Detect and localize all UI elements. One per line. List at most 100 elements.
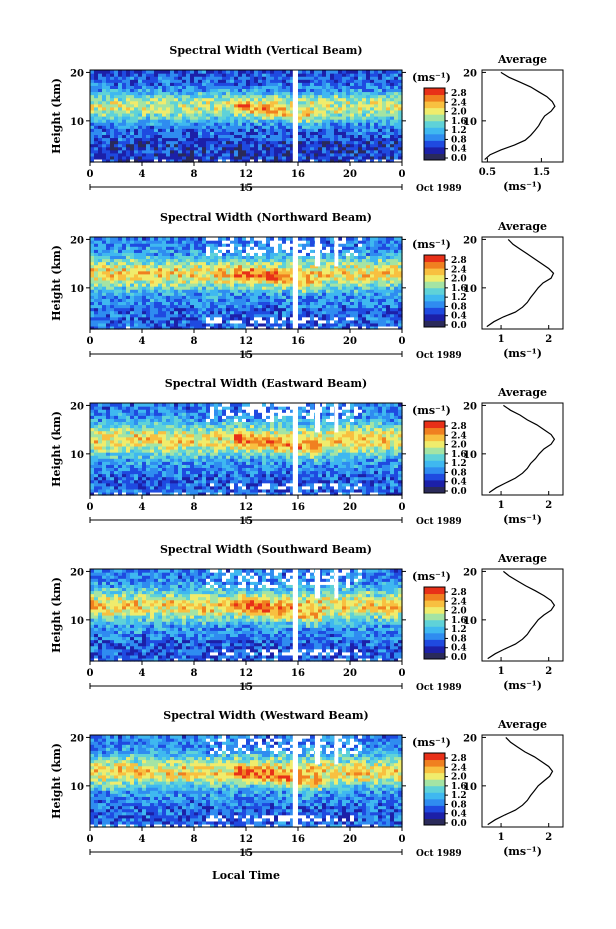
heatmap-cell (362, 273, 367, 278)
heatmap-cell (378, 307, 383, 312)
panel-2: Spectral Width (Eastward Beam)2010Height… (50, 377, 564, 527)
heatmap-cell (270, 149, 275, 154)
heatmap-cell (330, 292, 335, 296)
heatmap-cell (198, 304, 203, 309)
heatmap-cell (194, 286, 199, 290)
heatmap-cell (182, 325, 187, 330)
heatmap-cell (142, 158, 147, 163)
heatmap-cell (114, 267, 119, 272)
heatmap-cell (134, 100, 139, 105)
heatmap-cell (278, 292, 283, 296)
heatmap-cell (114, 91, 119, 96)
heatmap-cell (326, 295, 331, 299)
heatmap-cell (378, 103, 383, 108)
heatmap-cell (318, 292, 323, 296)
heatmap-cell (194, 237, 199, 241)
heatmap-cell (126, 85, 131, 89)
heatmap-cell (174, 134, 179, 139)
heatmap-cell (346, 119, 351, 123)
heatmap-cell (190, 73, 195, 77)
heatmap-cell (122, 292, 127, 296)
heatmap-cell (246, 146, 251, 151)
heatmap-cell (366, 85, 371, 89)
heatmap-cell (154, 149, 159, 154)
heatmap-cell (114, 109, 119, 114)
heatmap-cell (174, 112, 179, 117)
heatmap-cell (238, 237, 243, 241)
heatmap-cell (90, 249, 95, 253)
heatmap-cell (342, 237, 347, 241)
heatmap-cell (114, 252, 119, 256)
heatmap-cell (390, 149, 395, 154)
heatmap-cell (106, 310, 111, 315)
heatmap-cell (150, 85, 155, 89)
heatmap-cell (106, 119, 111, 123)
heatmap-cell (354, 91, 359, 96)
heatmap-cell (298, 316, 303, 321)
heatmap-cell (134, 286, 139, 290)
heatmap-cell (98, 485, 103, 490)
heatmap-cell (206, 325, 211, 330)
heatmap-cell (118, 310, 123, 315)
heatmap-cell (238, 249, 243, 253)
heatmap-cell (186, 103, 191, 108)
heatmap-cell (114, 240, 119, 244)
heatmap-cell (254, 94, 259, 99)
heatmap-cell (222, 255, 227, 260)
heatmap-cell (126, 94, 131, 99)
heatmap-cell (370, 131, 375, 135)
heatmap-cell (278, 152, 283, 157)
heatmap-cell (290, 255, 295, 260)
heatmap-cell (266, 76, 271, 80)
heatmap-cell (394, 249, 399, 253)
heatmap-cell (162, 158, 167, 163)
heatmap-cell (106, 307, 111, 312)
heatmap-cell (314, 267, 319, 272)
heatmap-cell (134, 79, 139, 83)
heatmap-cell (274, 143, 279, 148)
heatmap-cell (282, 292, 287, 296)
heatmap-cell (150, 125, 155, 129)
heatmap-cell (290, 313, 295, 318)
heatmap-cell (286, 310, 291, 315)
heatmap-cell (194, 273, 199, 278)
heatmap-cell (194, 140, 199, 145)
heatmap-cell (370, 122, 375, 126)
heatmap-cell (138, 100, 143, 105)
heatmap-cell (94, 406, 99, 410)
heatmap-cell (166, 289, 171, 293)
heatmap-cell (382, 106, 387, 111)
heatmap-cell (202, 279, 207, 284)
heatmap-cell (354, 261, 359, 266)
heatmap-cell (398, 307, 403, 312)
heatmap-cell (370, 128, 375, 132)
heatmap-cell (282, 79, 287, 83)
heatmap-cell (190, 295, 195, 299)
heatmap-cell (262, 261, 267, 266)
heatmap-cell (286, 325, 291, 330)
heatmap-cell (374, 310, 379, 315)
heatmap-cell (102, 467, 107, 472)
heatmap-cell (318, 264, 323, 269)
heatmap-cell (298, 119, 303, 123)
heatmap-cell (230, 137, 235, 142)
heatmap-cell (102, 479, 107, 484)
heatmap-cell (250, 134, 255, 139)
heatmap-cell (318, 249, 323, 253)
heatmap-cell (162, 88, 167, 93)
heatmap-cell (102, 125, 107, 129)
heatmap-cell (314, 158, 319, 163)
heatmap-cell (162, 140, 167, 145)
heatmap-cell (234, 240, 239, 244)
heatmap-cell (282, 106, 287, 111)
heatmap-cell (282, 322, 287, 327)
heatmap-cell (218, 143, 223, 148)
heatmap-cell (230, 146, 235, 151)
heatmap-cell (346, 70, 351, 74)
heatmap-cell (362, 267, 367, 272)
heatmap-cell (266, 119, 271, 123)
heatmap-cell (226, 143, 231, 148)
heatmap-cell (102, 119, 107, 123)
heatmap-cell (394, 112, 399, 117)
heatmap-cell (362, 106, 367, 111)
